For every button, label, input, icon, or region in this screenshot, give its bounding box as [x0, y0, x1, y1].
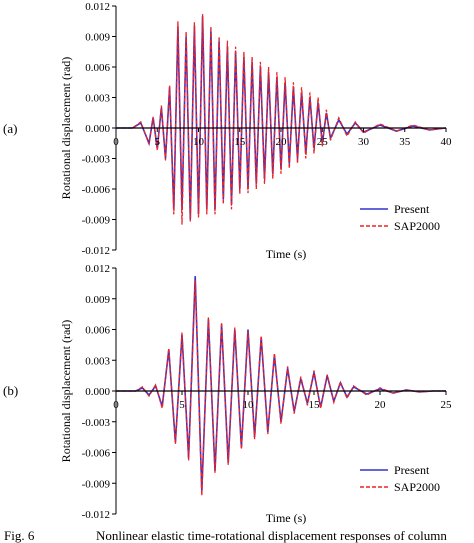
legend-label-sap2000: SAP2000 [394, 480, 440, 494]
x-tick-label: 15 [234, 136, 246, 148]
y-tick-label: 0.006 [85, 325, 110, 337]
y-tick-label: 0.012 [85, 263, 110, 275]
x-axis-title: Time (s) [266, 511, 307, 525]
x-tick-label: 25 [441, 399, 453, 411]
x-tick-label: 0 [113, 136, 119, 148]
y-tick-label: 0.000 [85, 123, 110, 135]
y-tick-label: -0.003 [82, 417, 111, 429]
y-axis-title: Rotational displacement (rad) [59, 320, 73, 463]
series-line-present [116, 276, 446, 492]
y-tick-label: 0.009 [85, 32, 110, 44]
y-tick-label: 0.012 [85, 1, 110, 13]
series-line-sap2000 [116, 280, 446, 496]
legend-label-present: Present [394, 463, 430, 477]
x-tick-label: 25 [317, 136, 329, 148]
panel-a-chart: 0.012 0.009 0.006 0.003 0.000 -0.003 -0.006 -0.… [3, 1, 452, 261]
x-axis-title: Time (s) [266, 247, 307, 261]
panel-label: (a) [3, 121, 17, 136]
series-line-sap2000 [116, 14, 447, 225]
x-tick-label: 0 [113, 399, 119, 411]
panel-b-chart: 0.012 0.009 0.006 0.003 0.000 -0.003 -0.006 -0.… [3, 263, 452, 525]
y-tick-label: 0.009 [85, 294, 110, 306]
y-tick-label: -0.006 [82, 184, 111, 196]
figure-caption-label: Fig. 6 [4, 528, 35, 543]
panel-label: (b) [3, 383, 18, 398]
x-tick-label: 40 [441, 136, 453, 148]
y-tick-label: -0.009 [82, 215, 111, 227]
y-tick-label: -0.009 [82, 478, 111, 490]
x-tick-label: 30 [358, 136, 370, 148]
x-tick-label: 10 [193, 136, 205, 148]
y-axis-title: Rotational displacement (rad) [59, 57, 73, 200]
y-tick-label: 0.003 [85, 93, 110, 105]
y-tick-label: -0.003 [82, 154, 111, 166]
x-tick-label: 10 [243, 399, 255, 411]
y-tick-label: -0.012 [82, 509, 110, 521]
x-tick-label: 20 [375, 399, 387, 411]
legend-label-sap2000: SAP2000 [394, 219, 440, 233]
y-tick-label: 0.003 [85, 355, 110, 367]
series-line-present [116, 16, 447, 220]
x-tick-label: 20 [276, 136, 288, 148]
y-tick-label: -0.006 [82, 448, 111, 460]
x-tick-label: 5 [179, 399, 185, 411]
y-tick-label: -0.012 [82, 245, 110, 257]
x-tick-label: 5 [155, 136, 161, 148]
y-tick-label: 0.006 [85, 62, 110, 74]
figure-caption-text: Nonlinear elastic time-rotational displa… [96, 528, 447, 543]
x-tick-label: 35 [399, 136, 411, 148]
legend-label-present: Present [394, 202, 430, 216]
y-tick-label: 0.000 [85, 386, 110, 398]
x-tick-label: 15 [309, 399, 321, 411]
